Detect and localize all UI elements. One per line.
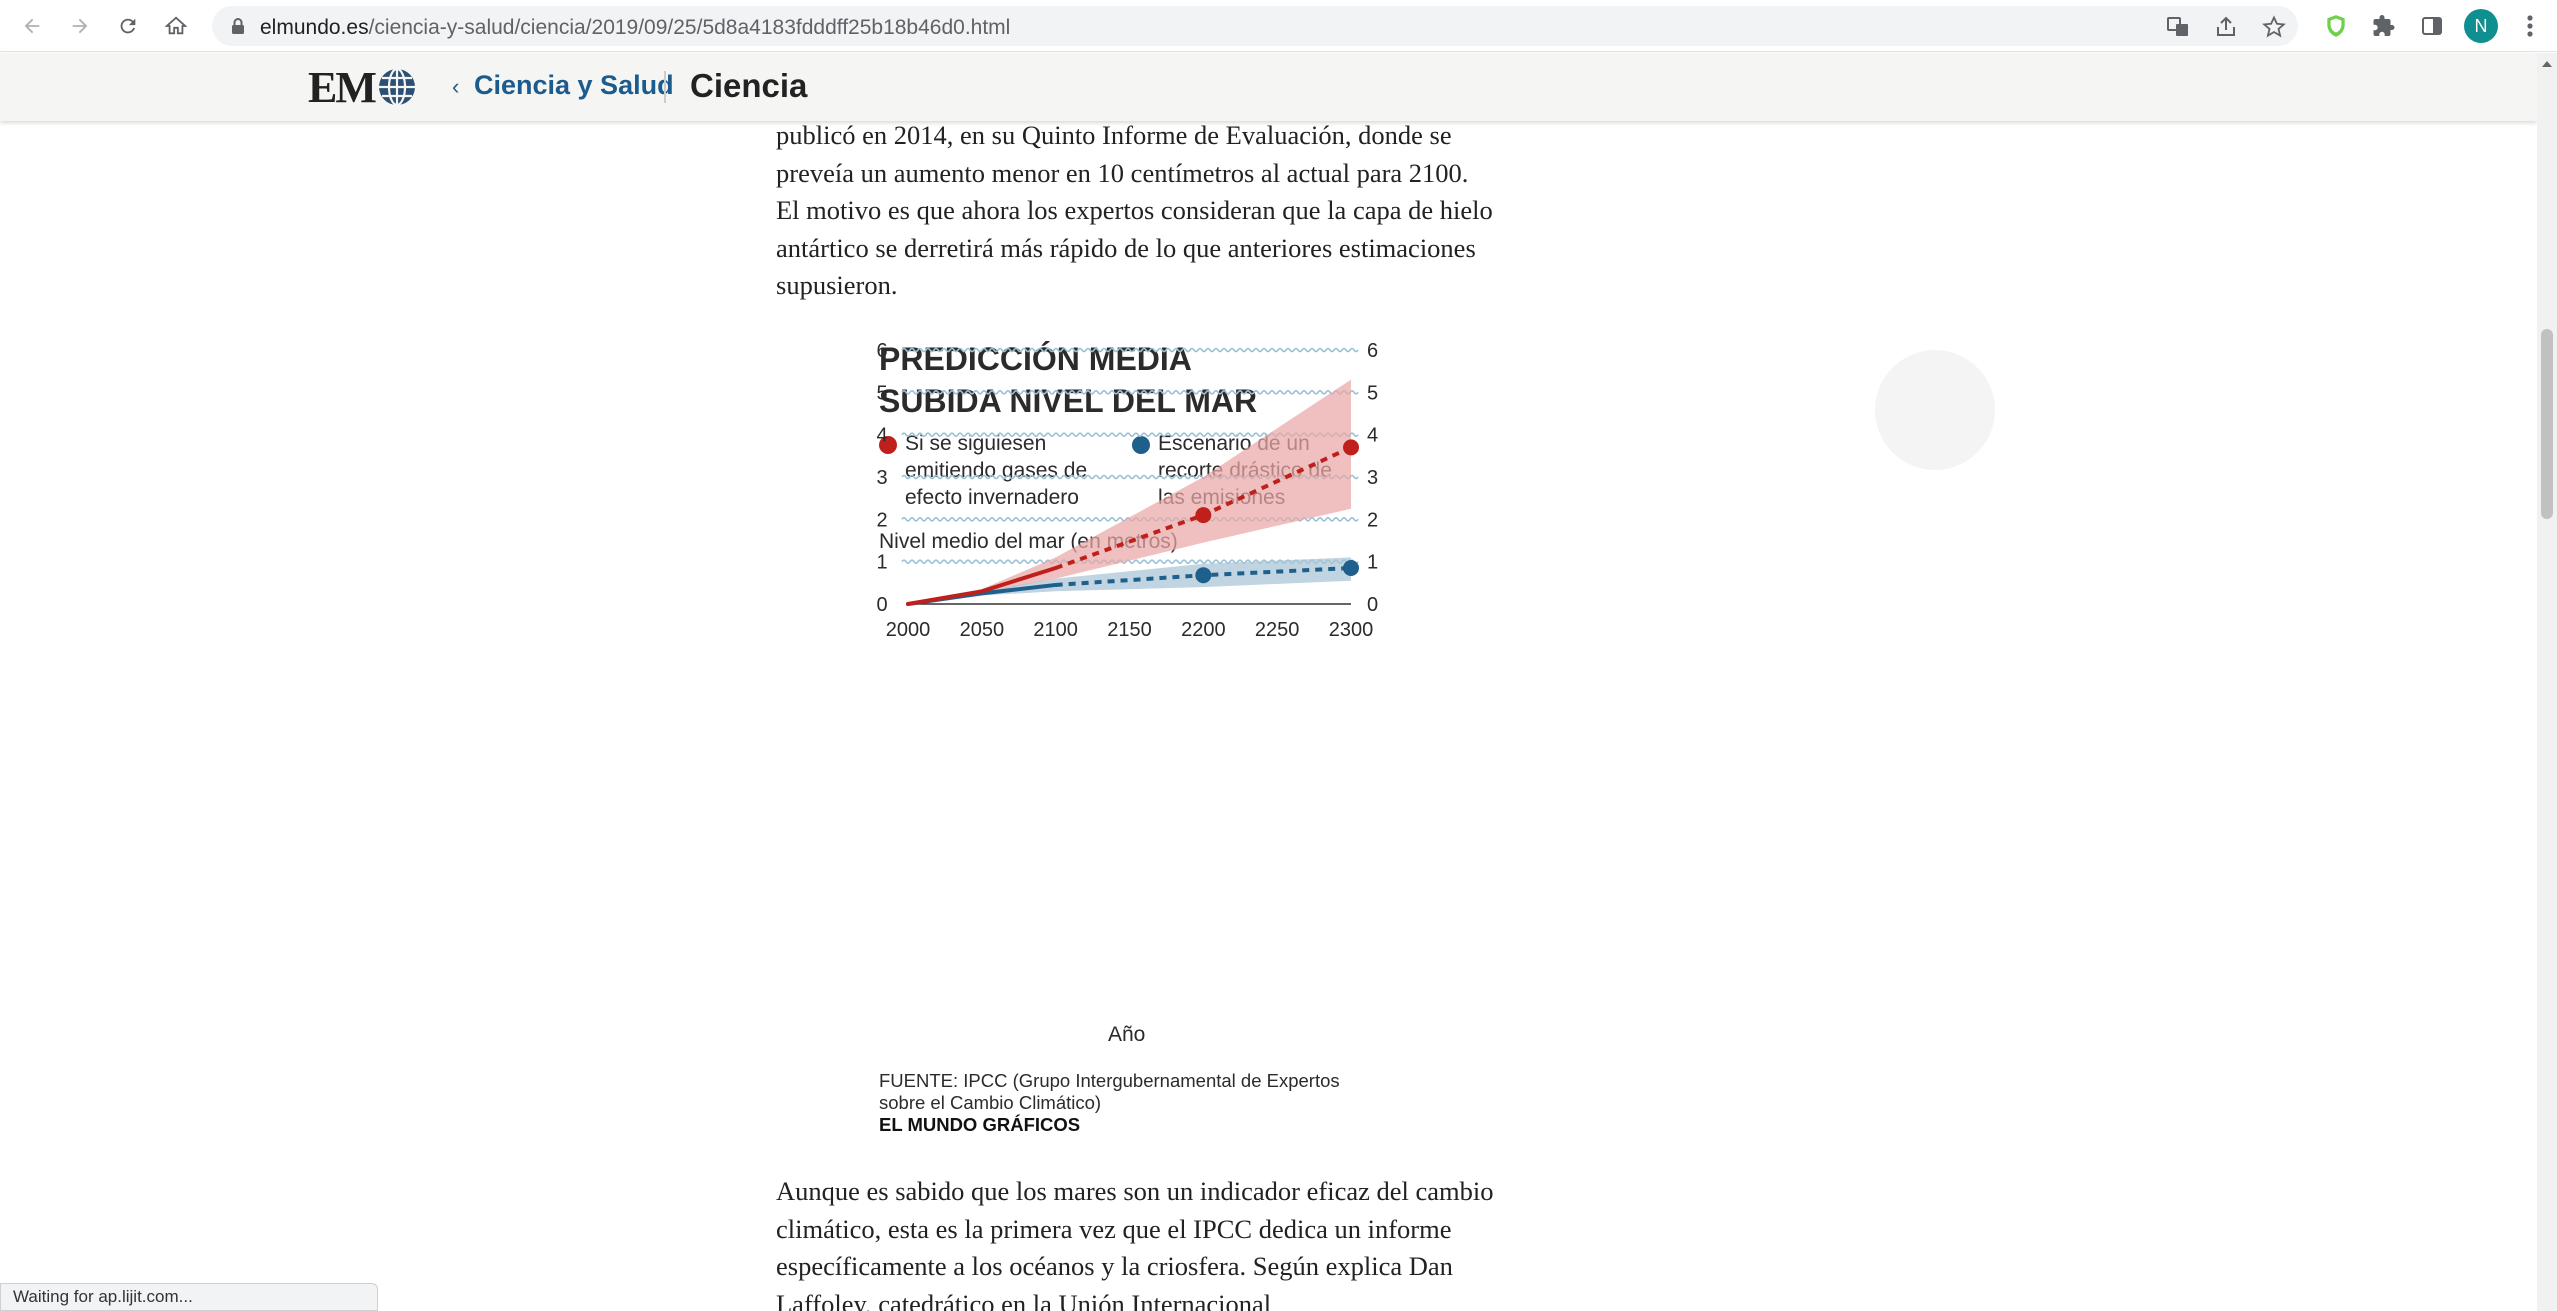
article-paragraph: publicó en 2014, en su Quinto Informe de…	[776, 120, 1493, 300]
y-tick-label-left: 0	[876, 594, 887, 616]
forward-icon[interactable]	[62, 8, 98, 44]
site-logo[interactable]: EM	[308, 63, 417, 112]
gridline-wave	[901, 390, 1359, 395]
shield-extension-icon[interactable]	[2322, 12, 2350, 40]
y-tick-label-right: 5	[1367, 382, 1378, 404]
lock-icon[interactable]	[230, 17, 246, 35]
scroll-up-arrow-icon[interactable]	[2542, 61, 2552, 67]
sea-level-infographic: PREDICCIÓN MEDIA SUBIDA NIVEL DEL MAR Si…	[860, 330, 1420, 1150]
y-tick-label-right: 1	[1367, 552, 1378, 574]
home-icon[interactable]	[158, 8, 194, 44]
y-tick-label-left: 1	[876, 552, 887, 574]
translate-icon[interactable]	[2166, 15, 2190, 39]
breadcrumb-section-link[interactable]: Ciencia y Salud	[474, 70, 674, 100]
legend-dot-red	[879, 436, 897, 454]
band-reduction	[908, 557, 1351, 604]
x-tick-label: 2000	[886, 619, 931, 641]
watermark-logo	[1875, 350, 1995, 470]
legend-item-emissions: Si se siguiesen emitiendo gases de efect…	[879, 430, 1105, 511]
browser-toolbar: elmundo.es/ciencia-y-salud/ciencia/2019/…	[0, 0, 2557, 52]
chart-title: PREDICCIÓN MEDIA SUBIDA NIVEL DEL MAR	[879, 341, 1258, 419]
x-axis-label: Año	[1108, 1023, 1146, 1046]
bookmark-star-icon[interactable]	[2262, 15, 2286, 39]
y-tick-label-right: 6	[1367, 340, 1378, 362]
y-tick-label-right: 2	[1367, 509, 1378, 531]
y-tick-label-right: 3	[1367, 467, 1378, 489]
x-tick-label: 2300	[1329, 619, 1374, 641]
url-text[interactable]: elmundo.es/ciencia-y-salud/ciencia/2019/…	[260, 16, 1011, 39]
breadcrumb-divider	[664, 71, 666, 103]
address-bar[interactable]: elmundo.es/ciencia-y-salud/ciencia/2019/…	[212, 6, 2298, 46]
y-tick-label-right: 4	[1367, 425, 1378, 447]
x-tick-label: 2050	[960, 619, 1005, 641]
share-icon[interactable]	[2214, 15, 2238, 39]
point-reduction	[1343, 560, 1359, 577]
breadcrumb-subsection[interactable]: Ciencia	[690, 67, 808, 104]
y-tick-label-right: 0	[1367, 594, 1378, 616]
point-emissions	[1195, 507, 1212, 524]
x-tick-label: 2250	[1255, 619, 1300, 641]
y-tick-label-left: 6	[876, 340, 887, 362]
scrollbar-thumb[interactable]	[2541, 329, 2553, 519]
extensions-puzzle-icon[interactable]	[2370, 12, 2398, 40]
line-emissions-observed	[906, 566, 1058, 606]
point-emissions	[1343, 439, 1359, 456]
article-paragraph: Aunque es sabido que los mares son un in…	[776, 1176, 1494, 1311]
reload-icon[interactable]	[110, 8, 146, 44]
legend-label: Si se siguiesen emitiendo gases de efect…	[905, 432, 1088, 509]
globe-icon	[378, 67, 415, 107]
menu-dots-icon[interactable]	[2520, 10, 2540, 42]
chart-credit: EL MUNDO GRÁFICOS	[879, 1114, 1081, 1135]
site-header: EM ‹ Ciencia y Salud Ciencia	[0, 53, 2537, 121]
y-tick-label-left: 2	[876, 509, 887, 531]
breadcrumb-chevron: ‹	[452, 74, 460, 99]
side-panel-icon[interactable]	[2418, 12, 2446, 40]
back-icon[interactable]	[14, 8, 50, 44]
status-bar: Waiting for ap.lijit.com...	[0, 1283, 378, 1311]
y-tick-label-left: 5	[876, 382, 887, 404]
chart-source: FUENTE: IPCC (Grupo Intergubernamental d…	[879, 1070, 1340, 1113]
profile-avatar[interactable]: N	[2464, 9, 2498, 43]
gridline-wave	[901, 347, 1359, 353]
point-reduction	[1195, 567, 1212, 584]
x-tick-label: 2150	[1107, 619, 1152, 641]
y-tick-label-left: 3	[876, 467, 887, 489]
sea-level-chart: 0 0 1 1 2 2 3 3 4 4 5 5 6 6 2000 2050 2100 2150 2200 2250 23…	[876, 340, 1378, 641]
page-scrollbar[interactable]	[2537, 53, 2557, 1311]
x-tick-label: 2200	[1181, 619, 1226, 641]
legend-dot-blue	[1132, 436, 1150, 454]
x-tick-label: 2100	[1033, 619, 1078, 641]
band-emissions	[908, 379, 1351, 604]
y-tick-label-left: 4	[876, 425, 887, 447]
